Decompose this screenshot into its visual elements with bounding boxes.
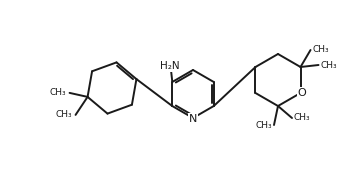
Text: CH₃: CH₃ [313,45,329,55]
Text: CH₃: CH₃ [294,114,310,123]
Text: CH₃: CH₃ [50,88,67,97]
Text: CH₃: CH₃ [321,61,337,70]
Text: H₂N: H₂N [161,61,180,71]
Text: CH₃: CH₃ [256,121,272,130]
Text: CH₃: CH₃ [56,110,72,119]
Text: O: O [297,88,306,98]
Text: N: N [189,114,197,124]
